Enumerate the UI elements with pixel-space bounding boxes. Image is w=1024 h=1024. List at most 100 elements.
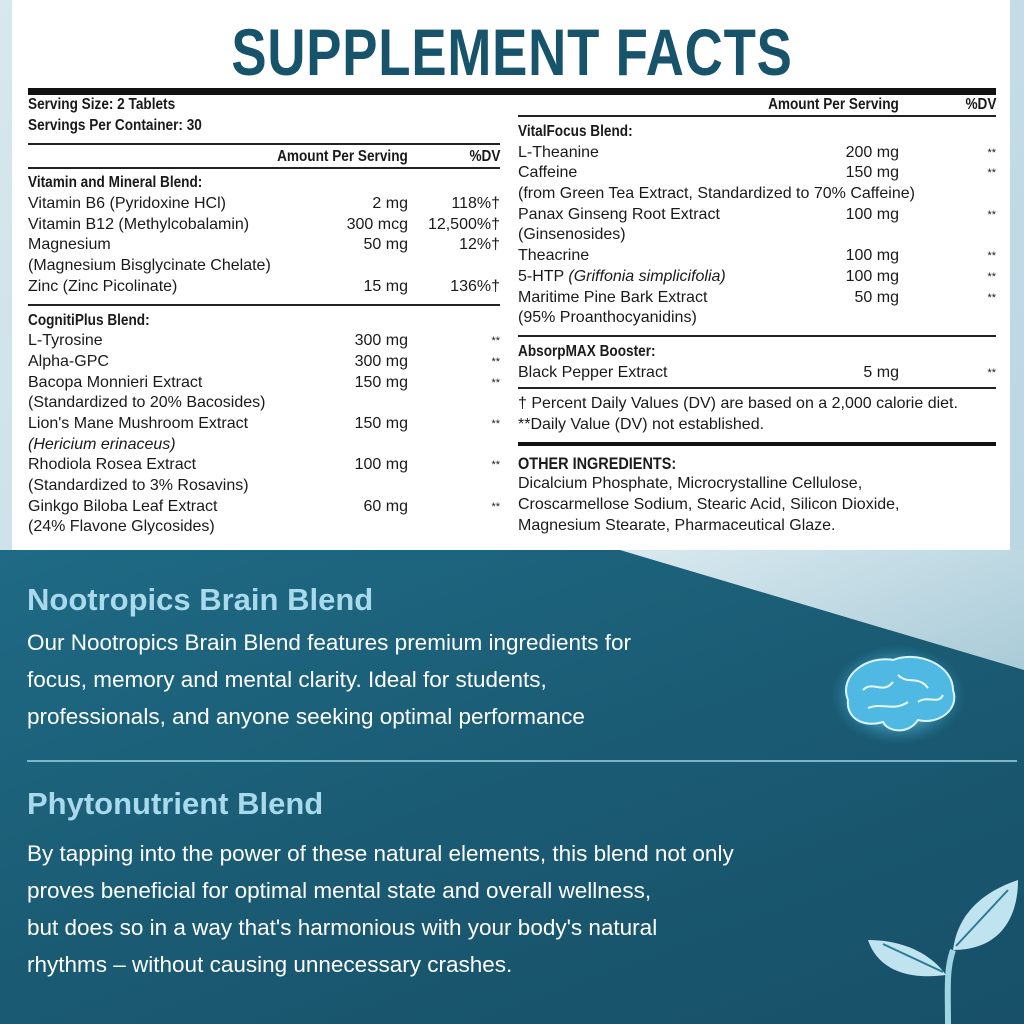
ingredient-name: (Standardized to 3% Rosavins)	[28, 477, 249, 494]
ingredient-row: Lion's Mane Mushroom Extract 150 mg **	[28, 414, 500, 435]
ingredient-dv: **	[987, 270, 996, 283]
ingredient-row: L-Tyrosine 300 mg **	[28, 331, 500, 352]
serving-size: Serving Size: 2 Tablets	[28, 96, 176, 113]
ingredient-latin-name: (Griffonia simplicifolia)	[568, 267, 726, 285]
thick-rule	[28, 88, 996, 95]
ingredient-dv: **	[491, 459, 500, 472]
dv-header-right: %DV	[965, 96, 996, 113]
blend-section: CognitiPlus Blend: L-Tyrosine 300 mg ** Al…	[28, 303, 500, 539]
ingredient-row: Panax Ginseng Root Extract 100 mg **	[518, 205, 996, 226]
blend-heading: AbsorpMAX Booster:	[518, 342, 656, 360]
ingredient-name: Black Pepper Extract	[518, 363, 668, 381]
ingredient-name: (Magnesium Bisglycinate Chelate)	[28, 257, 271, 275]
ingredient-row: Ginkgo Biloba Leaf Extract 60 mg **	[28, 497, 500, 518]
brain-icon	[830, 645, 966, 745]
footnote-not-established: **Daily Value (DV) not established.	[518, 415, 765, 433]
ingredient-row: Vitamin B12 (Methylcobalamin) 300 mcg 12…	[28, 215, 500, 236]
ingredient-name: Panax Ginseng Root Extract	[518, 205, 720, 223]
ingredient-row: Magnesium 50 mg 12%†	[28, 235, 500, 256]
right-column: Amount Per Serving %DV VitalFocus Blend:…	[518, 95, 996, 536]
ingredient-name: Vitamin B6 (Pyridoxine HCl)	[28, 195, 226, 213]
ingredient-row: Maritime Pine Bark Extract 50 mg **	[518, 288, 996, 309]
text-line: proves beneficial for optimal mental sta…	[27, 878, 652, 903]
ingredient-amount: 300 mcg	[346, 215, 408, 233]
text-line: Our Nootropics Brain Blend features prem…	[27, 630, 632, 655]
ingredient-name: Caffeine	[518, 164, 578, 182]
leaf-sprout-icon	[868, 880, 1018, 1024]
ingredient-name: 5-HTP	[518, 267, 564, 285]
ingredient-dv: **	[987, 291, 996, 304]
ingredient-dv: 12,500%†	[427, 215, 500, 233]
ingredient-name: Zinc (Zinc Picolinate)	[28, 277, 178, 295]
ingredient-amount: 150 mg	[354, 414, 408, 432]
ingredient-name: Rhodiola Rosea Extract	[28, 456, 197, 474]
ingredient-row: (Magnesium Bisglycinate Chelate)	[28, 256, 500, 277]
ingredient-name: Lion's Mane Mushroom Extract	[28, 414, 249, 432]
amount-header-right: Amount Per Serving	[768, 96, 899, 113]
ingredient-dv: 12%†	[459, 236, 500, 254]
blend-section: VitalFocus Blend: L-Theanine 200 mg ** Caf…	[518, 122, 996, 329]
ingredient-name: (Hericium erinaceus)	[28, 435, 176, 453]
ingredient-amount: 50 mg	[363, 236, 408, 254]
text-line: rhythms – without causing unnecessary cr…	[27, 952, 513, 977]
other-ingredients-heading: OTHER INGREDIENTS:	[518, 453, 677, 473]
ingredient-row: Black Pepper Extract 5 mg **	[518, 363, 996, 384]
ingredient-row: Zinc (Zinc Picolinate) 15 mg 136%†	[28, 277, 500, 298]
ingredient-row: 5-HTP (Griffonia simplicifolia) 100 mg *…	[518, 267, 996, 288]
page-title: SUPPLEMENT FACTS	[231, 15, 793, 89]
other-ingredients-line: Magnesium Stearate, Pharmaceutical Glaze…	[518, 516, 836, 534]
ingredient-row: L-Theanine 200 mg **	[518, 143, 996, 164]
ingredient-dv: **	[987, 366, 996, 379]
ingredient-name: Vitamin B12 (Methylcobalamin)	[28, 215, 250, 233]
ingredient-amount: 2 mg	[372, 195, 408, 213]
ingredient-row: Alpha-GPC 300 mg **	[28, 352, 500, 373]
ingredient-dv: **	[491, 355, 500, 368]
ingredient-row: Rhodiola Rosea Extract 100 mg **	[28, 455, 500, 476]
ingredient-name: (from Green Tea Extract, Standardized to…	[518, 185, 915, 203]
ingredient-amount: 100 mg	[845, 205, 899, 223]
ingredient-dv: **	[491, 335, 500, 348]
ingredient-row: (95% Proanthocyanidins)	[518, 308, 996, 329]
section-heading-phytonutrient: Phytonutrient Blend	[27, 786, 324, 821]
ingredient-name: L-Theanine	[518, 143, 599, 161]
blend-heading: Vitamin and Mineral Blend:	[28, 174, 203, 192]
text-line: professionals, and anyone seeking optima…	[27, 704, 585, 729]
blend-section: Vitamin and Mineral Blend: Vitamin B6 (Py…	[28, 173, 500, 297]
ingredient-row: (Hericium erinaceus)	[28, 435, 500, 456]
ingredient-dv: **	[987, 146, 996, 159]
footnote-dv: † Percent Daily Values (DV) are based on…	[518, 395, 958, 413]
ingredient-amount: 100 mg	[354, 456, 408, 474]
ingredient-amount: 150 mg	[845, 164, 899, 182]
ingredient-name: (Ginsenosides)	[518, 226, 626, 244]
servings-per-container: Servings Per Container: 30	[28, 116, 202, 134]
ingredient-amount: 150 mg	[354, 373, 408, 391]
ingredient-row: Vitamin B6 (Pyridoxine HCl) 2 mg 118%†	[28, 194, 500, 215]
ingredient-row: (from Green Tea Extract, Standardized to…	[518, 184, 996, 205]
ingredient-dv: **	[987, 208, 996, 221]
ingredient-amount: 300 mg	[354, 332, 408, 350]
ingredient-amount: 5 mg	[863, 363, 899, 381]
dv-header: %DV	[469, 148, 500, 166]
ingredient-dv: 136%†	[450, 277, 500, 295]
text-line: focus, memory and mental clarity. Ideal …	[27, 667, 547, 692]
blend-section: AbsorpMAX Booster: Black Pepper Extract 5…	[518, 334, 996, 384]
ingredient-name: Maritime Pine Bark Extract	[518, 288, 708, 306]
other-ingredients-line: Croscarmellose Sodium, Stearic Acid, Sil…	[518, 496, 900, 513]
text-line: but does so in a way that's harmonious w…	[27, 915, 658, 940]
amount-header: Amount Per Serving	[277, 148, 408, 166]
ingredient-name: (Standardized to 20% Bacosides)	[28, 394, 266, 412]
other-ingredients-line: Dicalcium Phosphate, Microcrystalline Ce…	[518, 475, 863, 493]
ingredient-row: (Ginsenosides)	[518, 225, 996, 246]
blend-heading: CognitiPlus Blend:	[28, 311, 150, 329]
ingredient-dv: **	[491, 417, 500, 430]
section-text-phytonutrient: By tapping into the power of these natur…	[27, 835, 987, 983]
blend-heading: VitalFocus Blend:	[518, 123, 633, 140]
ingredient-amount: 50 mg	[854, 288, 899, 306]
ingredient-name: (95% Proanthocyanidins)	[518, 309, 697, 327]
ingredient-name: Magnesium	[28, 236, 111, 254]
ingredient-amount: 300 mg	[354, 352, 408, 370]
ingredient-amount: 200 mg	[845, 143, 899, 161]
ingredient-row: (24% Flavone Glycosides)	[28, 517, 500, 538]
ingredient-dv: **	[987, 250, 996, 263]
text-line: By tapping into the power of these natur…	[27, 841, 734, 866]
